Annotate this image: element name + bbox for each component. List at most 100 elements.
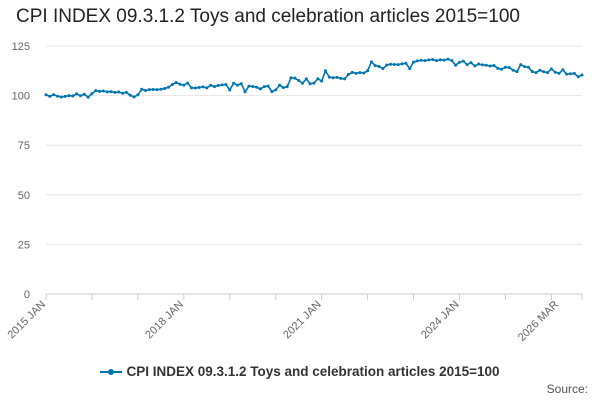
data-point xyxy=(71,94,75,98)
data-point xyxy=(565,72,569,76)
data-point xyxy=(316,77,320,81)
x-tick-label: 2026 MAR xyxy=(516,299,561,344)
data-point xyxy=(258,87,262,91)
data-point xyxy=(308,82,312,86)
data-point xyxy=(78,94,82,98)
data-point xyxy=(392,62,396,66)
data-point xyxy=(216,83,220,87)
data-point xyxy=(511,68,515,72)
data-point xyxy=(178,82,182,86)
data-point xyxy=(484,63,488,67)
data-point xyxy=(189,86,193,90)
data-point xyxy=(561,68,565,72)
data-point xyxy=(293,76,297,80)
data-point xyxy=(67,94,71,98)
data-point xyxy=(201,85,205,89)
data-point xyxy=(220,83,224,87)
data-point xyxy=(373,64,377,68)
legend[interactable]: CPI INDEX 09.3.1.2 Toys and celebration … xyxy=(0,364,600,379)
data-point xyxy=(136,93,140,97)
data-point xyxy=(301,81,305,85)
data-point xyxy=(101,89,105,93)
data-point xyxy=(297,79,301,83)
data-point xyxy=(193,86,197,90)
data-series xyxy=(44,57,584,99)
data-point xyxy=(262,85,266,89)
data-point xyxy=(86,95,90,99)
data-point xyxy=(90,92,94,96)
data-point xyxy=(59,95,63,99)
data-point xyxy=(519,63,523,67)
data-point xyxy=(438,58,442,62)
data-point xyxy=(358,71,362,75)
data-point xyxy=(182,83,186,87)
data-point xyxy=(435,59,439,63)
x-tick-label: 2018 JAN xyxy=(143,299,186,342)
data-point xyxy=(385,63,389,67)
data-point xyxy=(147,88,151,92)
data-point xyxy=(469,61,473,65)
data-point xyxy=(278,83,282,87)
data-point xyxy=(289,76,293,80)
data-point xyxy=(557,71,561,75)
data-point xyxy=(331,76,335,80)
x-tick-label: 2021 JAN xyxy=(281,299,324,342)
data-point xyxy=(121,91,125,95)
data-point xyxy=(285,85,289,89)
data-point xyxy=(304,77,308,81)
data-point xyxy=(477,62,481,66)
data-point xyxy=(132,95,136,99)
data-point xyxy=(255,85,259,89)
data-point xyxy=(281,86,285,90)
data-point xyxy=(427,58,431,62)
data-point xyxy=(266,84,270,88)
data-point xyxy=(170,82,174,86)
data-point xyxy=(209,83,213,87)
data-point xyxy=(523,65,527,69)
data-point xyxy=(442,58,446,62)
data-point xyxy=(105,90,109,94)
data-point xyxy=(320,79,324,83)
data-point xyxy=(542,70,546,74)
data-point xyxy=(526,65,530,69)
data-point xyxy=(339,76,343,80)
data-point xyxy=(140,87,144,91)
data-point xyxy=(396,63,400,67)
data-point xyxy=(369,60,373,64)
data-point xyxy=(377,64,381,68)
data-point xyxy=(503,65,507,69)
data-point xyxy=(546,71,550,75)
data-point xyxy=(480,63,484,67)
data-point xyxy=(354,71,358,75)
data-point xyxy=(251,84,255,88)
data-point xyxy=(569,72,573,76)
data-point xyxy=(312,81,316,85)
source-label: Source: xyxy=(546,382,588,396)
data-point xyxy=(82,92,86,96)
y-axis: 0 25 50 75 100 125 xyxy=(12,41,30,301)
data-point xyxy=(454,63,458,67)
data-point xyxy=(473,64,477,68)
data-point xyxy=(507,66,511,70)
data-point xyxy=(549,67,553,71)
data-point xyxy=(224,82,228,86)
y-tick-label: 75 xyxy=(18,140,30,152)
y-tick-label: 100 xyxy=(12,91,30,103)
data-point xyxy=(63,94,67,98)
data-point xyxy=(343,77,347,81)
data-point xyxy=(492,63,496,67)
data-point xyxy=(408,67,412,71)
data-point xyxy=(144,88,148,92)
data-point xyxy=(44,93,48,97)
data-point xyxy=(228,88,232,92)
data-point xyxy=(327,75,331,79)
data-point xyxy=(117,90,121,94)
data-point xyxy=(270,90,274,94)
data-point xyxy=(247,84,251,88)
data-point xyxy=(232,81,236,85)
data-point xyxy=(457,60,461,64)
data-point xyxy=(389,62,393,66)
data-point xyxy=(576,75,580,79)
data-point xyxy=(366,69,370,73)
data-point xyxy=(446,57,450,61)
